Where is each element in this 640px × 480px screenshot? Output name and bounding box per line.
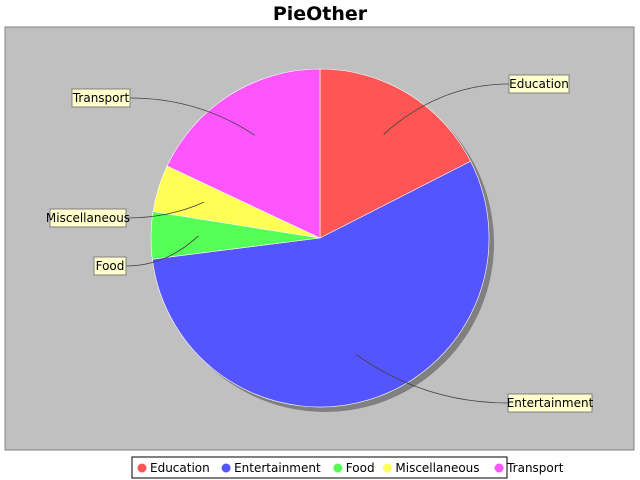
label-box-miscellaneous (49, 208, 127, 228)
legend-marker-food (333, 463, 343, 473)
legend-marker-education (137, 463, 147, 473)
pie-slices (150, 68, 490, 408)
chart-title: PieOther (273, 3, 368, 25)
leader-line-transport (129, 97, 256, 136)
legend-label-miscellaneous: Miscellaneous (395, 461, 479, 475)
leader-line-entertainment (355, 353, 509, 404)
slice-transport (166, 68, 321, 239)
slice-label-food: Food (96, 259, 125, 273)
leader-line-food (125, 235, 199, 267)
label-box-education (508, 74, 570, 94)
legend-marker-miscellaneous (382, 463, 392, 473)
legend-label-entertainment: Entertainment (234, 461, 321, 475)
label-box-transport (71, 88, 131, 108)
legend-label-transport: Transport (506, 461, 564, 475)
legend-label-food: Food (346, 461, 375, 475)
legend-items: Education Entertainment Food Miscellaneous T… (137, 461, 564, 475)
slice-label-miscellaneous: Miscellaneous (46, 211, 130, 225)
label-box-entertainment (507, 393, 593, 413)
legend (131, 456, 508, 479)
slice-labels: Education Entertainment Food Miscellaneous T… (46, 74, 594, 413)
legend-marker-entertainment (221, 463, 231, 473)
slice-label-education: Education (509, 77, 569, 91)
leader-line-education (383, 83, 510, 135)
label-box-food (93, 256, 127, 276)
slice-label-transport: Transport (72, 91, 130, 105)
legend-label-education: Education (150, 461, 210, 475)
slice-entertainment (151, 160, 490, 408)
slice-education (319, 68, 471, 239)
leader-line-miscellaneous (125, 201, 204, 219)
legend-marker-transport (494, 463, 504, 473)
slice-label-entertainment: Entertainment (507, 396, 594, 410)
